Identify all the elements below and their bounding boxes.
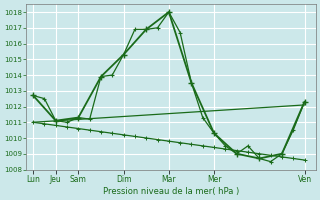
X-axis label: Pression niveau de la mer( hPa ): Pression niveau de la mer( hPa ) [103, 187, 239, 196]
